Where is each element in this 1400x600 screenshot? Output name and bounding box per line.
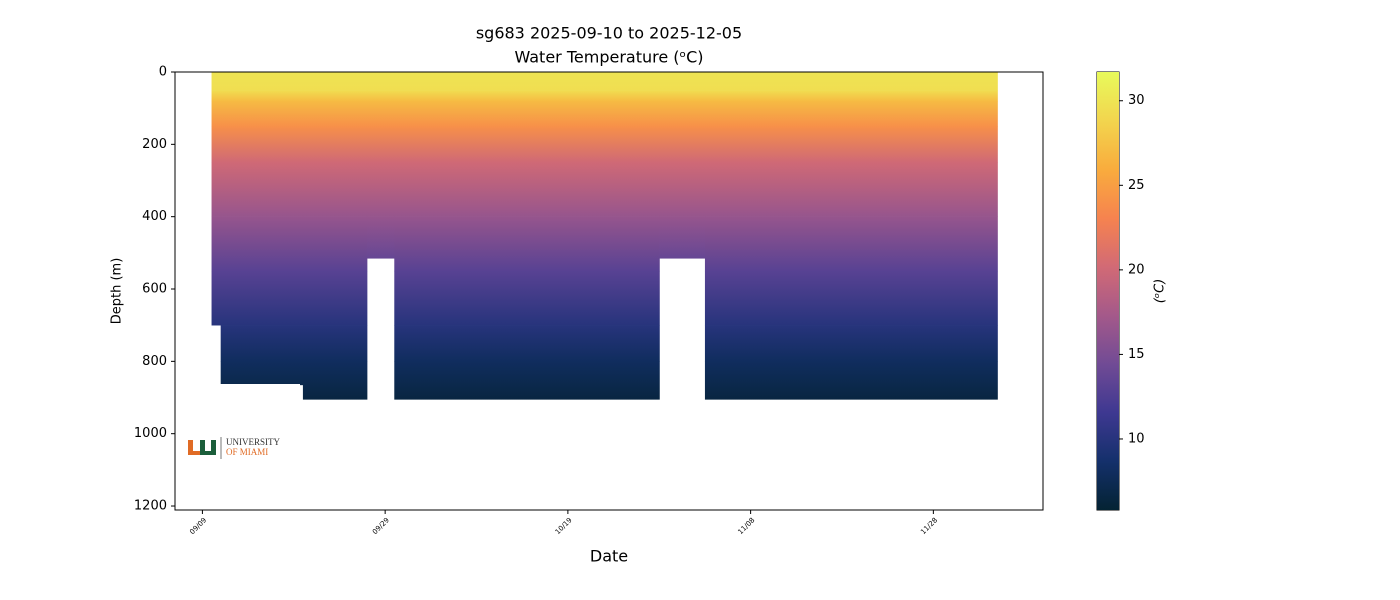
temperature-band [659,72,706,91]
colorbar-tick-label: 20 [1128,262,1145,277]
temperature-band [394,100,660,127]
x-tick-label: 10/19 [554,516,574,536]
colorbar-tick-label: 15 [1128,347,1145,362]
x-tick-label: 11/28 [919,516,939,536]
temperature-band [366,162,395,217]
temperature-band [366,100,395,127]
temperature-band [704,270,998,326]
x-tick-label: 11/08 [737,516,757,536]
x-axis-label: Date [590,547,628,566]
y-tick-label: 400 [142,209,167,224]
temperature-band [211,100,222,127]
colorbar [1097,72,1119,510]
temperature-band [302,325,368,362]
temperature-band [394,72,660,91]
temperature-band [704,100,998,127]
y-tick-label: 200 [142,137,167,152]
temperature-band [394,216,660,272]
temperature-band [211,270,222,326]
temperature-band [211,126,222,163]
temperature-band [366,126,395,163]
y-tick-label: 1000 [134,426,167,441]
colorbar-label: (ᵒC) [1153,279,1168,304]
temperature-band [211,72,222,91]
temperature-band [394,162,660,217]
segment [659,72,706,259]
temperature-band [394,361,660,400]
temperature-band [394,126,660,163]
temperature-band [220,162,304,217]
temperature-band [302,126,368,163]
temperature-band [394,325,660,362]
temperature-band [394,90,660,102]
temperature-band [220,72,304,91]
temperature-band [302,100,368,127]
temperature-band [659,90,706,102]
temperature-band [302,216,368,272]
temperature-band [302,72,368,91]
logo-text: UNIVERSITY [226,437,280,447]
logo-text: OF MIAMI [226,447,268,457]
temperature-band [704,162,998,217]
chart-title: sg683 2025-09-10 to 2025-12-05 [476,24,742,43]
temperature-band [211,216,222,272]
temperature-band [220,361,304,386]
x-tick-label: 09/29 [371,516,391,536]
segment [211,72,222,326]
segment [220,72,304,386]
segment [394,72,660,400]
segment [302,72,368,400]
chart-subtitle: Water Temperature (ᵒC) [514,48,703,67]
logo: UNIVERSITY OF MIAMI [188,437,280,459]
y-tick-label: 600 [142,282,167,297]
logo-background [175,384,300,509]
x-tick-label: 09/09 [188,516,208,536]
temperature-band [704,90,998,102]
y-axis-label: Depth (m) [110,258,125,325]
temperature-band [211,90,222,102]
segment [366,72,395,259]
temperature-band [220,126,304,163]
temperature-band [366,216,395,259]
temperature-band [704,361,998,400]
temperature-band [394,270,660,326]
field [211,72,998,400]
temperature-band [220,270,304,326]
temperature-band [220,100,304,127]
y-tick-label: 0 [159,65,167,80]
temperature-band [211,162,222,217]
temperature-band [302,90,368,102]
segment [704,72,998,400]
temperature-band [659,126,706,163]
plot-frame [174,71,1044,511]
logo-u [200,440,216,455]
temperature-band [302,162,368,217]
temperature-band [302,270,368,326]
colorbar-tick-label: 30 [1128,93,1145,108]
y-tick-label: 1200 [134,499,167,514]
colorbar-tick-label: 10 [1128,431,1145,446]
temperature-band [704,126,998,163]
colorbar-tick-label: 25 [1128,178,1145,193]
y-tick-label: 800 [142,354,167,369]
temperature-band [366,90,395,102]
temperature-band [659,100,706,127]
temperature-band [704,216,998,272]
temperature-band [704,325,998,362]
temperature-band [659,162,706,217]
temperature-band [704,72,998,91]
temperature-band [220,216,304,272]
temperature-band [659,216,706,259]
temperature-band [366,72,395,91]
temperature-band [220,325,304,362]
temperature-band [220,90,304,102]
temperature-band [302,361,368,400]
